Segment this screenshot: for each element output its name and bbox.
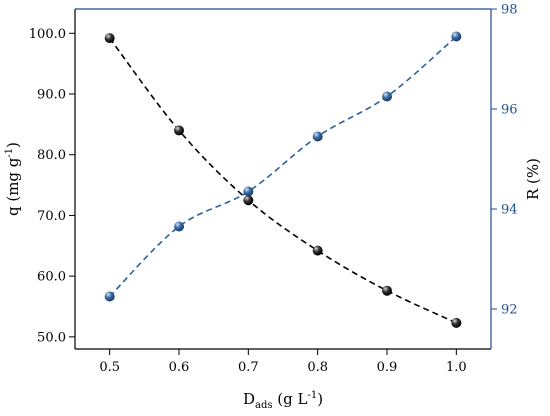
series-layer	[104, 31, 462, 328]
q-data-point	[104, 33, 115, 44]
x-axis-label: Dads (g L-1)	[243, 390, 323, 411]
x-tick-label: 0.5	[99, 360, 120, 375]
left-tick-label: 100.0	[29, 27, 66, 42]
right-tick-label: 92	[501, 303, 518, 318]
left-tick-label: 80.0	[37, 148, 66, 163]
right-axis-label: R (%)	[524, 158, 542, 200]
r-series-line	[109, 35, 457, 298]
r-data-point	[382, 91, 392, 102]
q-data-point	[382, 285, 392, 296]
q-data-point	[451, 317, 462, 328]
r-data-point	[451, 31, 462, 42]
x-tick-label: 0.7	[238, 360, 259, 375]
right-tick-label: 98	[501, 3, 518, 18]
q-data-point	[174, 125, 184, 136]
left-axis-label: q (mg g-1)	[4, 142, 22, 216]
q-data-point	[312, 245, 323, 256]
r-data-point	[243, 186, 254, 197]
x-tick-label: 0.6	[169, 360, 190, 375]
left-tick-label: 70.0	[37, 209, 66, 224]
left-tick-label: 90.0	[37, 88, 66, 103]
q-data-point	[243, 195, 254, 206]
left-axis-ticks: 50.0 60.0 70.0 80.0 90.0 100.0	[29, 27, 75, 345]
q-series-line	[109, 37, 457, 324]
x-tick-label: 0.9	[377, 360, 398, 375]
plot-frame	[74, 8, 492, 350]
right-tick-label: 96	[501, 103, 518, 118]
x-tick-label: 1.0	[446, 360, 467, 375]
left-tick-label: 50.0	[37, 330, 66, 345]
r-data-point	[174, 221, 184, 232]
r-data-point	[104, 291, 115, 302]
left-tick-label: 60.0	[37, 270, 66, 285]
right-tick-label: 94	[501, 203, 518, 218]
x-tick-label: 0.8	[307, 360, 328, 375]
right-axis-ticks: 92 94 96 98	[491, 3, 518, 318]
r-data-point	[312, 131, 323, 142]
x-axis-ticks: 0.5 0.6 0.7 0.8 0.9 1.0	[99, 349, 467, 375]
